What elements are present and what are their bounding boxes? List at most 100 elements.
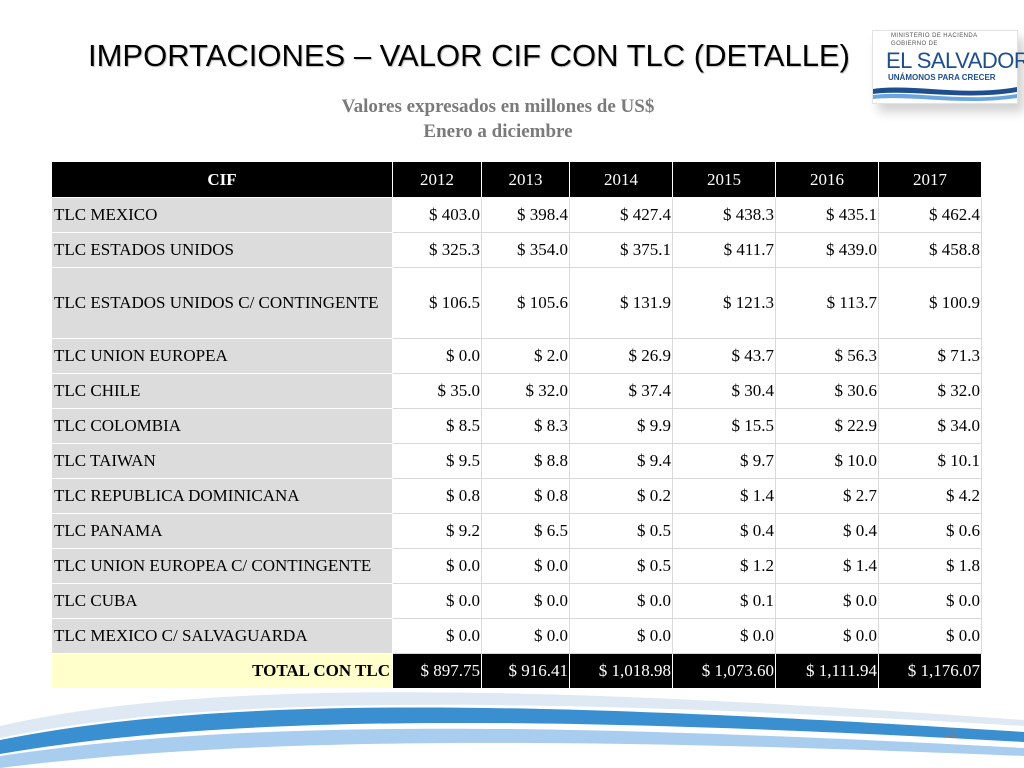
cell-value: $ 4.2 [878, 478, 982, 514]
cell-value: $ 0.0 [392, 583, 482, 619]
header-2015: 2015 [672, 161, 776, 198]
cell-value: $ 8.3 [481, 408, 570, 444]
row-label: TLC TAIWAN [51, 443, 393, 479]
cell-value: $ 435.1 [775, 197, 879, 233]
cell-value: $ 0.0 [569, 583, 673, 619]
header-2016: 2016 [775, 161, 879, 198]
cell-value: $ 325.3 [392, 232, 482, 268]
cell-value: $ 121.3 [672, 267, 776, 339]
header-2017: 2017 [878, 161, 982, 198]
cell-value: $ 0.0 [775, 583, 879, 619]
cell-value: $ 398.4 [481, 197, 570, 233]
table-row: TLC PANAMA $ 9.2 $ 6.5 $ 0.5 $ 0.4 $ 0.4… [51, 513, 982, 549]
cell-value: $ 0.0 [481, 618, 570, 654]
cell-value: $ 9.2 [392, 513, 482, 549]
total-value: $ 916.41 [481, 653, 570, 689]
logo-slogan-text: UNÁMONOS PARA CRECER [888, 73, 996, 82]
header-2012: 2012 [392, 161, 482, 198]
table-header-row: CIF 2012 2013 2014 2015 2016 2017 [51, 161, 982, 198]
cell-value: $ 0.4 [672, 513, 776, 549]
cell-value: $ 30.4 [672, 373, 776, 409]
cell-value: $ 0.4 [775, 513, 879, 549]
subtitle-units: Valores expresados en millones de US$ [341, 96, 655, 117]
table-row: TLC TAIWAN $ 9.5 $ 8.8 $ 9.4 $ 9.7 $ 10.… [51, 443, 982, 479]
cell-value: $ 0.8 [392, 478, 482, 514]
row-label: TLC PANAMA [51, 513, 393, 549]
header-cif: CIF [51, 161, 393, 198]
header-2013: 2013 [481, 161, 570, 198]
cell-value: $ 8.8 [481, 443, 570, 479]
cell-value: $ 106.5 [392, 267, 482, 339]
table-row: TLC MEXICO $ 403.0 $ 398.4 $ 427.4 $ 438… [51, 197, 982, 233]
cell-value: $ 0.2 [569, 478, 673, 514]
table-row: TLC ESTADOS UNIDOS C/ CONTINGENTE $ 106.… [51, 267, 982, 339]
total-value: $ 1,111.94 [775, 653, 879, 689]
cell-value: $ 32.0 [878, 373, 982, 409]
cell-value: $ 439.0 [775, 232, 879, 268]
cell-value: $ 1.4 [775, 548, 879, 584]
cell-value: $ 9.4 [569, 443, 673, 479]
cell-value: $ 354.0 [481, 232, 570, 268]
cell-value: $ 56.3 [775, 338, 879, 374]
row-label: TLC REPUBLICA DOMINICANA [51, 478, 393, 514]
cell-value: $ 0.6 [878, 513, 982, 549]
page-number: 12 [944, 726, 958, 740]
total-row: TOTAL CON TLC $ 897.75 $ 916.41 $ 1,018.… [51, 653, 982, 689]
cell-value: $ 411.7 [672, 232, 776, 268]
cell-value: $ 105.6 [481, 267, 570, 339]
cell-value: $ 427.4 [569, 197, 673, 233]
subtitle-period: Enero a diciembre [423, 121, 573, 142]
table-row: TLC UNION EUROPEA C/ CONTINGENTE $ 0.0 $… [51, 548, 982, 584]
total-label: TOTAL CON TLC [51, 653, 393, 689]
cell-value: $ 375.1 [569, 232, 673, 268]
cell-value: $ 35.0 [392, 373, 482, 409]
logo-waves-icon [873, 87, 1017, 101]
cell-value: $ 0.1 [672, 583, 776, 619]
cell-value: $ 0.0 [392, 618, 482, 654]
cell-value: $ 0.5 [569, 513, 673, 549]
cell-value: $ 10.0 [775, 443, 879, 479]
cell-value: $ 9.7 [672, 443, 776, 479]
row-label: TLC ESTADOS UNIDOS [51, 232, 393, 268]
cell-value: $ 1.8 [878, 548, 982, 584]
cell-value: $ 0.0 [392, 548, 482, 584]
cell-value: $ 6.5 [481, 513, 570, 549]
table-row: TLC MEXICO C/ SALVAGUARDA $ 0.0 $ 0.0 $ … [51, 618, 982, 654]
row-label: TLC CHILE [51, 373, 393, 409]
cell-value: $ 1.4 [672, 478, 776, 514]
table-row: TLC UNION EUROPEA $ 0.0 $ 2.0 $ 26.9 $ 4… [51, 338, 982, 374]
cell-value: $ 0.0 [878, 618, 982, 654]
table-row: TLC COLOMBIA $ 8.5 $ 8.3 $ 9.9 $ 15.5 $ … [51, 408, 982, 444]
cell-value: $ 131.9 [569, 267, 673, 339]
cell-value: $ 113.7 [775, 267, 879, 339]
total-value: $ 1,176.07 [878, 653, 982, 689]
total-value: $ 1,073.60 [672, 653, 776, 689]
row-label: TLC ESTADOS UNIDOS C/ CONTINGENTE [51, 267, 393, 339]
cell-value: $ 9.5 [392, 443, 482, 479]
cell-value: $ 71.3 [878, 338, 982, 374]
cell-value: $ 0.0 [481, 548, 570, 584]
cell-value: $ 2.0 [481, 338, 570, 374]
cell-value: $ 0.0 [878, 583, 982, 619]
logo-gobierno-text: GOBIERNO DE [891, 41, 938, 47]
cell-value: $ 10.1 [878, 443, 982, 479]
cell-value: $ 2.7 [775, 478, 879, 514]
table-row: TLC REPUBLICA DOMINICANA $ 0.8 $ 0.8 $ 0… [51, 478, 982, 514]
cell-value: $ 0.0 [672, 618, 776, 654]
decorative-swoosh [0, 692, 1024, 768]
header-2014: 2014 [569, 161, 673, 198]
cell-value: $ 32.0 [481, 373, 570, 409]
total-value: $ 897.75 [392, 653, 482, 689]
cell-value: $ 403.0 [392, 197, 482, 233]
cell-value: $ 15.5 [672, 408, 776, 444]
row-label: TLC MEXICO C/ SALVAGUARDA [51, 618, 393, 654]
cell-value: $ 0.8 [481, 478, 570, 514]
cell-value: $ 0.5 [569, 548, 673, 584]
cell-value: $ 30.6 [775, 373, 879, 409]
table-row: TLC CHILE $ 35.0 $ 32.0 $ 37.4 $ 30.4 $ … [51, 373, 982, 409]
row-label: TLC CUBA [51, 583, 393, 619]
logo-country-text: EL SALVADOR [886, 48, 1024, 73]
row-label: TLC UNION EUROPEA C/ CONTINGENTE [51, 548, 393, 584]
cell-value: $ 438.3 [672, 197, 776, 233]
cell-value: $ 462.4 [878, 197, 982, 233]
